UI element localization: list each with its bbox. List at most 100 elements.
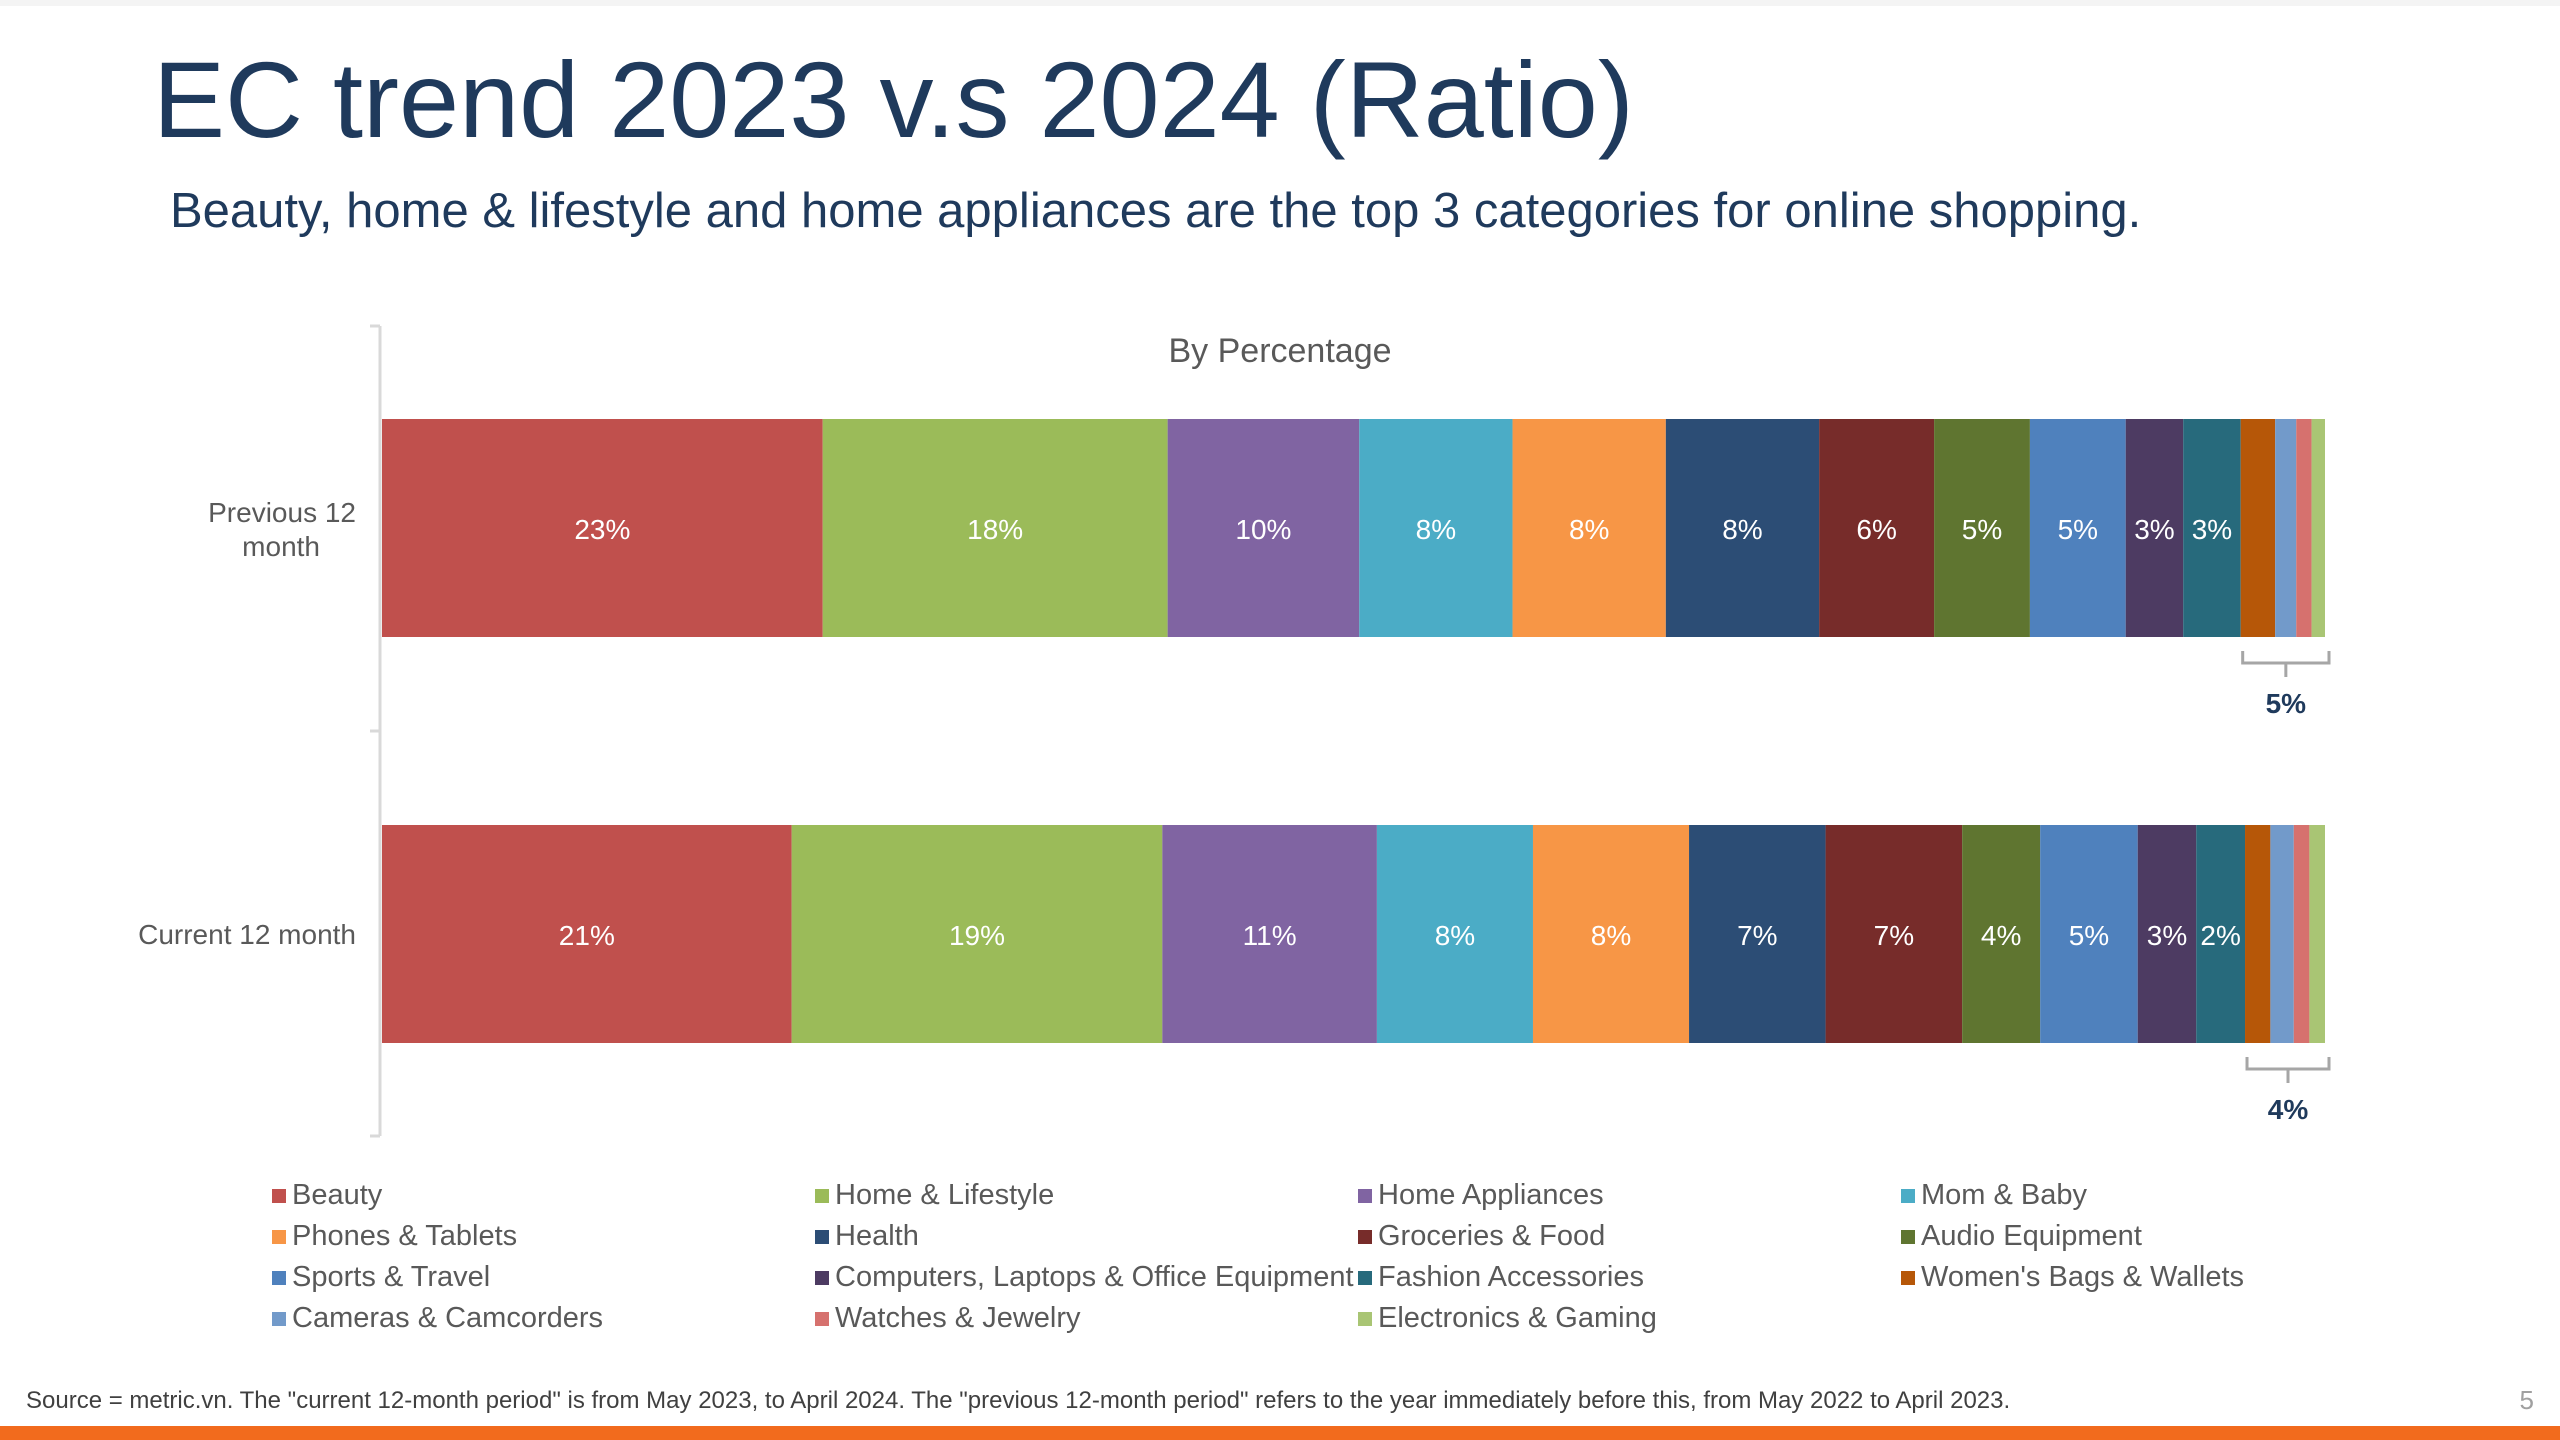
data-label: 2% (2200, 920, 2240, 951)
data-label: 8% (1435, 920, 1475, 951)
data-label: 23% (574, 514, 630, 545)
bar-fashion-accessories-previous (2183, 419, 2241, 637)
category-label: Previous 12 month (208, 497, 356, 562)
data-label: 11% (1243, 920, 1297, 951)
data-label: 3% (2192, 514, 2232, 545)
bar-computers-laptops-office-equipment-previous (2125, 419, 2184, 637)
bar-electronics-gaming-previous (2311, 419, 2325, 637)
data-label: 5% (2069, 920, 2109, 951)
data-label: 7% (1737, 920, 1777, 951)
bar-electronics-gaming-current (2309, 825, 2325, 1043)
legend-item-mom-baby: Mom & Baby (1901, 1175, 2444, 1216)
legend-label: Groceries & Food (1378, 1220, 1606, 1252)
bar-health-current (1689, 825, 1826, 1043)
data-label: 4% (1981, 920, 2021, 951)
bar-audio-equipment-previous (1934, 419, 2030, 637)
legend-label: Electronics & Gaming (1378, 1302, 1657, 1334)
legend-swatch (272, 1229, 286, 1244)
bar-beauty-previous (382, 419, 823, 637)
legend-item-electronics-gaming: Electronics & Gaming (1358, 1298, 1901, 1339)
legend-swatch (1901, 1229, 1915, 1244)
legend-item-audio-equipment: Audio Equipment (1901, 1216, 2444, 1257)
bracket-label: 5% (2266, 688, 2307, 719)
legend-label: Computers, Laptops & Office Equipment (835, 1261, 1354, 1293)
legend-label: Women's Bags & Wallets (1921, 1261, 2245, 1293)
legend-item-home-appliances: Home Appliances (1358, 1175, 1901, 1216)
bar-sports-travel-current (2040, 825, 2138, 1043)
bar-women-s-bags-wallets-previous (2240, 419, 2276, 637)
bracket-previous (2241, 651, 2331, 677)
legend-item-beauty: Beauty (272, 1175, 815, 1216)
bar-watches-jewelry-previous (2296, 419, 2312, 637)
bar-computers-laptops-office-equipment-current (2137, 825, 2197, 1043)
bar-mom-baby-current (1376, 825, 1533, 1043)
data-label: 8% (1569, 514, 1609, 545)
legend-swatch (815, 1188, 829, 1203)
bar-mom-baby-previous (1359, 419, 1513, 637)
legend-swatch (815, 1270, 829, 1285)
bar-groceries-food-current (1825, 825, 1963, 1043)
legend-item-computers-laptops-office-equipment: Computers, Laptops & Office Equipment (815, 1257, 1358, 1298)
bar-fashion-accessories-current (2196, 825, 2246, 1043)
bar-phones-tablets-current (1532, 825, 1690, 1043)
bar-watches-jewelry-current (2293, 825, 2310, 1043)
legend-swatch (1358, 1188, 1372, 1203)
legend-label: Audio Equipment (1921, 1220, 2142, 1252)
legend-label: Health (835, 1220, 919, 1252)
bar-home-appliances-previous (1167, 419, 1360, 637)
source-note: Source = metric.vn. The "current 12-mont… (26, 1387, 2011, 1414)
data-label: 7% (1874, 920, 1914, 951)
legend-label: Phones & Tablets (292, 1220, 518, 1252)
legend-label: Mom & Baby (1921, 1179, 2087, 1211)
bar-audio-equipment-current (1962, 825, 2041, 1043)
data-label: 18% (967, 514, 1023, 545)
bottom-accent-bar (0, 1426, 2560, 1440)
bar-home-appliances-current (1162, 825, 1377, 1043)
data-label: 10% (1235, 514, 1291, 545)
data-label: 8% (1416, 514, 1456, 545)
bar-health-previous (1665, 419, 1820, 637)
legend-item-phones-tablets: Phones & Tablets (272, 1216, 815, 1257)
page-number: 5 (2519, 1385, 2534, 1415)
legend-item-fashion-accessories: Fashion Accessories (1358, 1257, 1901, 1298)
legend-label: Cameras & Camcorders (292, 1302, 604, 1334)
chart-legend: Beauty Home & Lifestyle Home Appliances Mom… (272, 1175, 2272, 1339)
data-label: 3% (2134, 514, 2174, 545)
bar-phones-tablets-previous (1512, 419, 1666, 637)
data-label: 3% (2147, 920, 2187, 951)
legend-swatch (815, 1229, 829, 1244)
legend-swatch (1358, 1311, 1372, 1326)
legend-swatch (1901, 1188, 1915, 1203)
legend-item-women-s-bags-wallets: Women's Bags & Wallets (1901, 1257, 2444, 1298)
legend-label: Home Appliances (1378, 1179, 1604, 1211)
page-title: EC trend 2023 v.s 2024 (Ratio) (153, 39, 1634, 160)
legend-item-groceries-food: Groceries & Food (1358, 1216, 1901, 1257)
data-label: 6% (1856, 514, 1896, 545)
data-label: 8% (1722, 514, 1762, 545)
bar-women-s-bags-wallets-current (2245, 825, 2271, 1043)
data-label: 5% (1962, 514, 2002, 545)
page-subtitle: Beauty, home & lifestyle and home applia… (170, 184, 2142, 238)
legend-item-sports-travel: Sports & Travel (272, 1257, 815, 1298)
bar-groceries-food-previous (1819, 419, 1935, 637)
legend-item-watches-jewelry: Watches & Jewelry (815, 1298, 1358, 1339)
legend-swatch (272, 1311, 286, 1326)
legend-swatch (815, 1311, 829, 1326)
legend-label: Beauty (292, 1179, 383, 1211)
legend-swatch (1901, 1270, 1915, 1285)
legend-label: Home & Lifestyle (835, 1179, 1055, 1211)
bar-sports-travel-previous (2029, 419, 2126, 637)
top-border-line (0, 0, 2560, 6)
data-label: 8% (1591, 920, 1631, 951)
data-label: 21% (559, 920, 615, 951)
legend-label: Sports & Travel (292, 1261, 491, 1293)
legend-label: Watches & Jewelry (835, 1302, 1081, 1334)
bar-home-lifestyle-previous (822, 419, 1168, 637)
bracket-current (2245, 1057, 2331, 1083)
bar-cameras-camcorders-current (2270, 825, 2294, 1043)
bar-beauty-current (382, 825, 792, 1043)
legend-swatch (272, 1270, 286, 1285)
data-label: 19% (949, 920, 1005, 951)
legend-label: Fashion Accessories (1378, 1261, 1644, 1293)
